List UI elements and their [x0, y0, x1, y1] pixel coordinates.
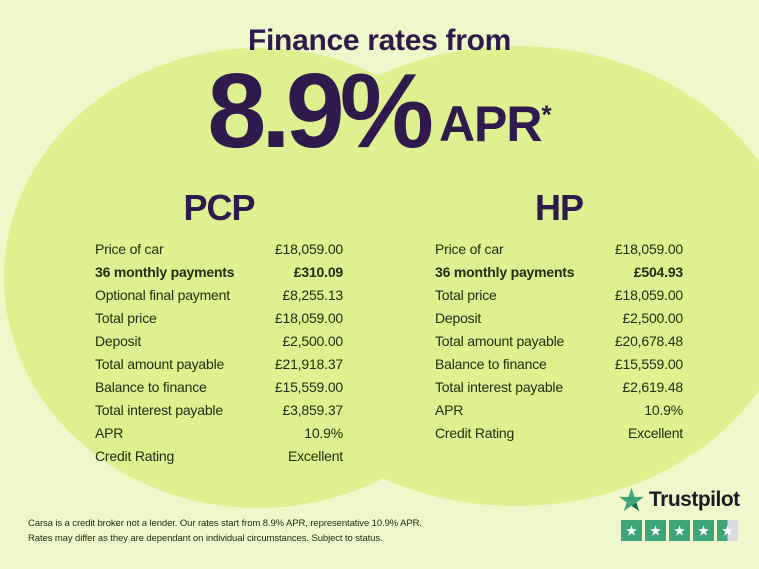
finance-row-label: Price of car: [435, 241, 504, 257]
finance-row: APR 10.9%: [95, 422, 343, 445]
finance-row-label: 36 monthly payments: [95, 264, 235, 280]
finance-row: Balance to finance £15,559.00: [435, 353, 683, 376]
trustpilot-stars: ★ ★ ★ ★ ★: [621, 520, 740, 541]
disclaimer-line-2: Rates may differ as they are dependant o…: [28, 532, 383, 544]
finance-row-label: Deposit: [95, 333, 142, 349]
finance-row: Credit Rating Excellent: [95, 445, 343, 468]
hp-table: Price of car £18,059.00 36 monthly payment…: [435, 238, 683, 445]
finance-row-label: Total amount payable: [435, 333, 565, 349]
finance-row: Deposit £2,500.00: [435, 307, 683, 330]
finance-row: Total price £18,059.00: [95, 307, 343, 330]
finance-row-label: 36 monthly payments: [435, 264, 575, 280]
finance-row-value: £2,500.00: [622, 310, 684, 326]
finance-row-value: £21,918.37: [274, 356, 343, 372]
star-icon: ★: [697, 522, 710, 538]
rate-value: 8.9%: [207, 52, 434, 170]
disclaimer-line-1: Carsa is a credit broker not a lender. O…: [28, 518, 422, 529]
star-icon: ★: [649, 522, 662, 538]
trustpilot-wordmark: Trustpilot: [649, 488, 740, 511]
finance-row-label: APR: [435, 402, 464, 418]
finance-row: 36 monthly payments £504.93: [435, 261, 683, 284]
trustpilot-full-star-box: ★: [645, 520, 666, 541]
banner-kicker: Finance rates from: [247, 24, 512, 57]
finance-row: Optional final payment £8,255.13: [95, 284, 343, 307]
star-icon: ★: [625, 522, 638, 538]
finance-row: Price of car £18,059.00: [435, 238, 683, 261]
finance-row-value: £15,559.00: [614, 356, 683, 372]
finance-row-value: £2,619.48: [622, 379, 684, 395]
finance-row-value: £504.93: [633, 264, 683, 280]
finance-row: Deposit £2,500.00: [95, 330, 343, 353]
trustpilot-half-star-box: ★: [717, 520, 738, 541]
finance-row-label: APR: [95, 425, 124, 441]
finance-row: Total amount payable £20,678.48: [435, 330, 683, 353]
finance-row: 36 monthly payments £310.09: [95, 261, 343, 284]
finance-row-value: 10.9%: [304, 425, 343, 441]
finance-row-value: £18,059.00: [274, 310, 343, 326]
finance-row-value: £18,059.00: [274, 241, 343, 257]
finance-row-value: £3,859.37: [282, 402, 344, 418]
finance-row: Total interest payable £2,619.48: [435, 376, 683, 399]
legal-disclaimer: Carsa is a credit broker not a lender. O…: [28, 517, 422, 546]
finance-row-value: £2,500.00: [282, 333, 344, 349]
apr-label: APR*: [439, 99, 552, 149]
trustpilot-logo: Trustpilot: [618, 487, 740, 513]
finance-row: APR 10.9%: [435, 399, 683, 422]
trustpilot-full-star-box: ★: [669, 520, 690, 541]
trustpilot-badge[interactable]: Trustpilot ★ ★ ★ ★ ★: [618, 487, 740, 541]
finance-row: Price of car £18,059.00: [95, 238, 343, 261]
apr-text: APR: [438, 96, 543, 152]
finance-row-value: £18,059.00: [614, 287, 683, 303]
trustpilot-full-star-box: ★: [621, 520, 642, 541]
finance-row-label: Price of car: [95, 241, 164, 257]
apr-asterisk: *: [541, 99, 552, 130]
finance-row-label: Total price: [435, 287, 497, 303]
finance-row-value: Excellent: [287, 448, 343, 464]
star-icon: ★: [721, 522, 734, 538]
finance-row-value: £8,255.13: [282, 287, 344, 303]
finance-row-label: Balance to finance: [435, 356, 547, 372]
finance-row-label: Credit Rating: [435, 425, 515, 441]
finance-row-value: £18,059.00: [614, 241, 683, 257]
finance-row-value: £310.09: [293, 264, 343, 280]
finance-row: Total amount payable £21,918.37: [95, 353, 343, 376]
pcp-title: PCP: [183, 187, 255, 228]
finance-row-label: Balance to finance: [95, 379, 207, 395]
finance-row-value: 10.9%: [644, 402, 683, 418]
finance-row-value: £15,559.00: [274, 379, 343, 395]
finance-row-label: Credit Rating: [95, 448, 175, 464]
star-icon: ★: [673, 522, 686, 538]
pcp-table: Price of car £18,059.00 36 monthly payment…: [95, 238, 343, 468]
finance-row-value: Excellent: [627, 425, 683, 441]
finance-row: Total interest payable £3,859.37: [95, 399, 343, 422]
finance-row-label: Deposit: [435, 310, 482, 326]
hp-column: HP Price of car £18,059.00 36 monthly paym…: [435, 190, 683, 445]
finance-row-label: Total price: [95, 310, 157, 326]
finance-row: Balance to finance £15,559.00: [95, 376, 343, 399]
finance-row: Credit Rating Excellent: [435, 422, 683, 445]
finance-row-label: Optional final payment: [95, 287, 230, 303]
headline-rate-line: 8.9% APR*: [0, 58, 759, 164]
trustpilot-star-icon: [619, 488, 644, 512]
finance-row-label: Total interest payable: [435, 379, 563, 395]
right-blob-ellipse: [236, 46, 759, 506]
pcp-column: PCP Price of car £18,059.00 36 monthly pay…: [95, 190, 343, 468]
finance-row: Total price £18,059.00: [435, 284, 683, 307]
finance-row-label: Total interest payable: [95, 402, 223, 418]
finance-row-value: £20,678.48: [614, 333, 683, 349]
finance-row-label: Total amount payable: [95, 356, 225, 372]
hp-title: HP: [534, 187, 584, 228]
trustpilot-full-star-box: ★: [693, 520, 714, 541]
